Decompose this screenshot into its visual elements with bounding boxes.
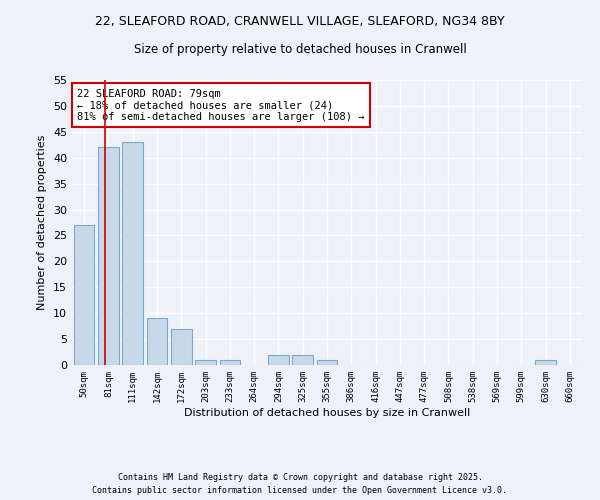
Bar (317, 360, 337, 365)
Text: Contains HM Land Registry data © Crown copyright and database right 2025.: Contains HM Land Registry data © Crown c… (118, 472, 482, 482)
X-axis label: Distribution of detached houses by size in Cranwell: Distribution of detached houses by size … (184, 408, 470, 418)
Text: 22 SLEAFORD ROAD: 79sqm
← 18% of detached houses are smaller (24)
81% of semi-de: 22 SLEAFORD ROAD: 79sqm ← 18% of detache… (77, 88, 365, 122)
Bar (171, 328, 191, 365)
Text: 22, SLEAFORD ROAD, CRANWELL VILLAGE, SLEAFORD, NG34 8BY: 22, SLEAFORD ROAD, CRANWELL VILLAGE, SLE… (95, 15, 505, 28)
Bar (220, 360, 240, 365)
Bar (292, 354, 313, 365)
Bar (98, 148, 119, 365)
Bar (146, 318, 167, 365)
Text: Contains public sector information licensed under the Open Government Licence v3: Contains public sector information licen… (92, 486, 508, 495)
Text: Size of property relative to detached houses in Cranwell: Size of property relative to detached ho… (134, 42, 466, 56)
Bar (122, 142, 143, 365)
Bar (195, 360, 216, 365)
Bar (74, 225, 94, 365)
Bar (268, 354, 289, 365)
Y-axis label: Number of detached properties: Number of detached properties (37, 135, 47, 310)
Bar (535, 360, 556, 365)
